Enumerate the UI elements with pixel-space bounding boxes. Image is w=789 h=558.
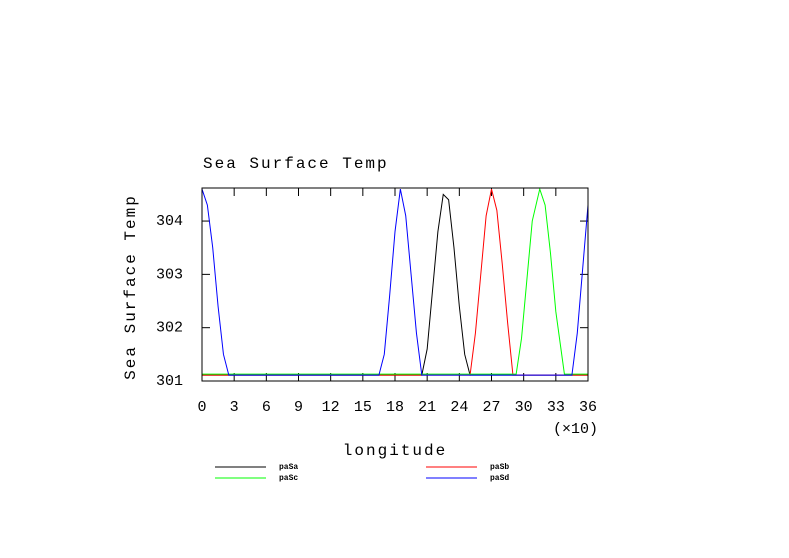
x-tick-label: 18 — [386, 399, 404, 416]
x-tick-label: 21 — [418, 399, 436, 416]
x-axis-label: longitude — [343, 442, 447, 460]
y-tick-label: 304 — [156, 213, 183, 230]
x-tick-label: 9 — [294, 399, 303, 416]
x-tick-label: 27 — [482, 399, 500, 416]
line — [201, 188, 589, 376]
chart-title: Sea Surface Temp — [203, 155, 389, 173]
line — [202, 187, 588, 375]
x-scale-note: (×10) — [553, 421, 598, 438]
line — [202, 188, 588, 376]
y-tick-label: 301 — [156, 373, 183, 390]
legend-label: paSc — [279, 474, 298, 483]
x-tick-label: 3 — [230, 399, 239, 416]
x-tick-label: 36 — [579, 399, 597, 416]
y-tick-label: 303 — [156, 266, 183, 283]
x-tick-label: 0 — [197, 399, 206, 416]
legend-label: paSd — [490, 474, 509, 483]
x-tick-label: 15 — [354, 399, 372, 416]
legend-label: paSb — [490, 463, 509, 472]
line — [202, 193, 588, 376]
x-tick-label: 24 — [450, 399, 468, 416]
x-tick-label: 33 — [547, 399, 565, 416]
legend-label: paSa — [279, 463, 298, 472]
y-axis-label: Sea Surface Temp — [122, 194, 140, 380]
x-tick-label: 6 — [262, 399, 271, 416]
x-tick-label: 12 — [322, 399, 340, 416]
x-tick-label: 30 — [515, 399, 533, 416]
plot-frame — [201, 187, 589, 382]
y-tick-label: 302 — [156, 320, 183, 337]
